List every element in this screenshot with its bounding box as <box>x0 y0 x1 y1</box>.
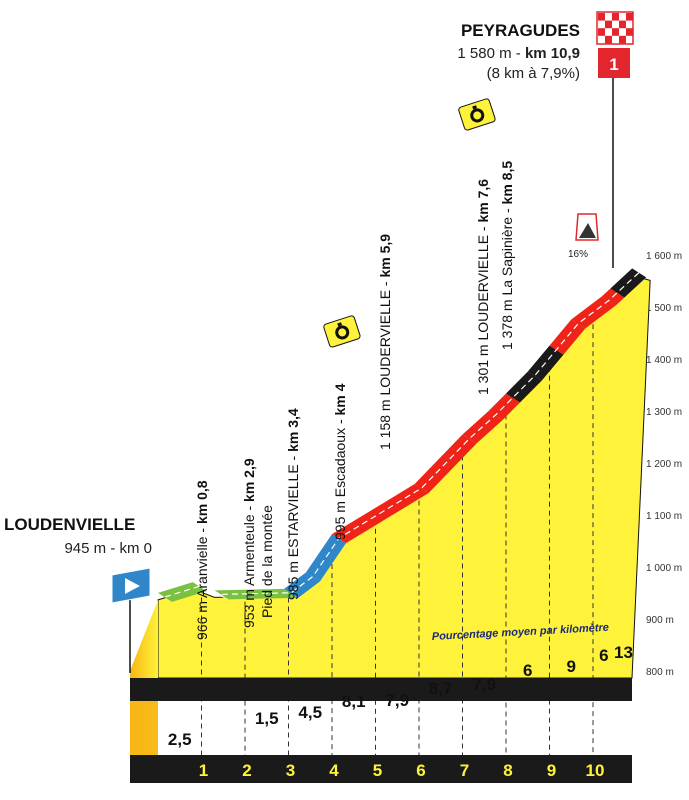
x-tick-label: 9 <box>547 761 556 780</box>
y-tick-label: 1 000 m <box>646 563 682 574</box>
x-tick-label: 4 <box>329 761 339 780</box>
point-label: 1 378 m La Sapinière - km 8,5 <box>499 161 515 350</box>
gradient-value: 7,9 <box>385 691 409 710</box>
point-sublabel: Pied de la montée <box>259 505 275 618</box>
route-segment <box>305 534 346 582</box>
point-label: 953 m Armenteule - km 2,9 <box>241 458 257 628</box>
route-segment <box>158 582 207 602</box>
steep-warning-icon <box>575 213 599 241</box>
route-segment <box>549 319 586 355</box>
x-tick-label: 6 <box>416 761 425 780</box>
y-tick-label: 1 200 m <box>646 459 682 470</box>
point-label: 966 m Aranvielle - km 0,8 <box>194 480 210 640</box>
x-tick-label: 2 <box>242 761 251 780</box>
gradient-value: 8,7 <box>429 679 453 698</box>
finish-altitude: 1 580 m - km 10,9 <box>457 45 580 62</box>
stopwatch-icon <box>323 315 361 348</box>
km-tick-labels: 1 2 3 4 5 6 7 8 9 10 <box>199 761 605 780</box>
point-label: 995 m Escadaoux - km 4 <box>332 383 348 540</box>
x-tick-label: 3 <box>286 761 295 780</box>
y-tick-label: 1 100 m <box>646 511 682 522</box>
checkered-flag-icon <box>596 11 634 45</box>
base-bar-top <box>130 678 632 701</box>
gradient-value: 7,9 <box>472 675 496 694</box>
gradient-value: 6 <box>523 661 532 680</box>
base-bar-bottom <box>130 755 632 783</box>
finish-climb: (8 km à 7,9%) <box>487 65 580 82</box>
gradient-value: 9 <box>567 657 576 676</box>
start-flag-icon <box>111 567 151 604</box>
y-tick-label: 1 500 m <box>646 303 682 314</box>
x-tick-label: 8 <box>503 761 512 780</box>
left-base-face <box>130 701 158 755</box>
y-tick-label: 1 400 m <box>646 355 682 366</box>
gradient-value: 8,1 <box>342 692 366 711</box>
gradient-value: 1,5 <box>255 709 279 728</box>
gradient-labels: 2,5 1,5 4,5 8,1 7,9 8,7 7,9 6 9 6 13 <box>168 643 633 749</box>
category-badge: 1 <box>598 48 630 78</box>
route-segment <box>192 582 229 600</box>
gradient-value: 6 <box>599 646 608 665</box>
x-tick-label: 1 <box>199 761 208 780</box>
y-tick-label: 800 m <box>646 667 674 678</box>
point-labels: 966 m Aranvielle - km 0,8 953 m Armenteul… <box>194 161 515 640</box>
y-axis: 800 m 900 m 1 000 m 1 100 m 1 200 m 1 300 m 1 … <box>646 251 682 678</box>
start-name: LOUDENVIELLE <box>4 515 135 534</box>
x-tick-label: 10 <box>586 761 605 780</box>
y-tick-label: 900 m <box>646 615 674 626</box>
start-info: 945 m - km 0 <box>64 540 152 557</box>
y-tick-label: 1 600 m <box>646 251 682 262</box>
gradient-value: 2,5 <box>168 730 192 749</box>
y-tick-label: 1 300 m <box>646 407 682 418</box>
category-number: 1 <box>609 55 618 74</box>
finish-name: PEYRAGUDES <box>461 21 580 40</box>
x-tick-label: 5 <box>373 761 382 780</box>
point-label: 1 301 m LOUDERVIELLE - km 7,6 <box>475 179 491 395</box>
point-label: 1 158 m LOUDERVIELLE - km 5,9 <box>377 234 393 450</box>
point-label: 985 m ESTARVIELLE - km 3,4 <box>285 408 301 600</box>
gradient-value: 4,5 <box>298 703 322 722</box>
x-tick-label: 7 <box>460 761 469 780</box>
steep-marker-label: 16% <box>568 249 588 260</box>
stopwatch-icon-2 <box>458 98 496 131</box>
gradient-value: 13 <box>614 643 633 662</box>
route-ribbon <box>158 268 647 602</box>
